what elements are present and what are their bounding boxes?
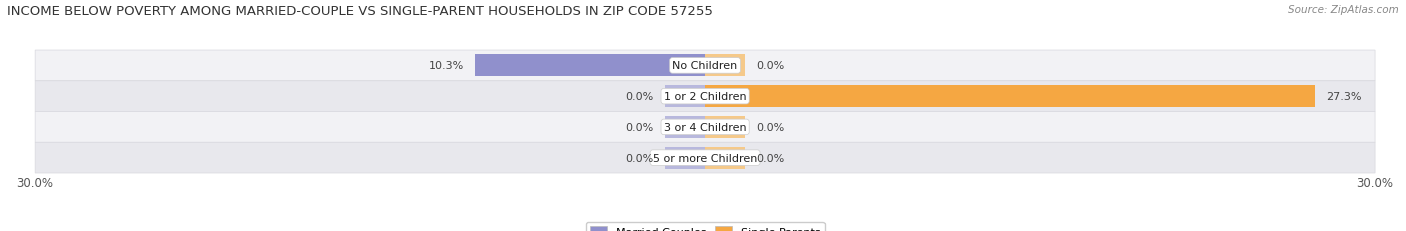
Text: 0.0%: 0.0% — [756, 61, 785, 71]
Text: Source: ZipAtlas.com: Source: ZipAtlas.com — [1288, 5, 1399, 15]
Text: 0.0%: 0.0% — [756, 122, 785, 132]
FancyBboxPatch shape — [35, 143, 1375, 173]
Bar — [704, 116, 745, 138]
Text: 27.3%: 27.3% — [1326, 92, 1361, 102]
Text: 0.0%: 0.0% — [756, 153, 785, 163]
Bar — [665, 116, 704, 138]
Text: 5 or more Children: 5 or more Children — [652, 153, 758, 163]
FancyBboxPatch shape — [35, 82, 1375, 112]
FancyBboxPatch shape — [35, 112, 1375, 143]
Legend: Married Couples, Single Parents: Married Couples, Single Parents — [586, 222, 824, 231]
Bar — [475, 55, 704, 77]
Bar — [704, 147, 745, 169]
Text: 1 or 2 Children: 1 or 2 Children — [664, 92, 747, 102]
Text: 0.0%: 0.0% — [626, 92, 654, 102]
FancyBboxPatch shape — [35, 51, 1375, 82]
Bar — [704, 55, 745, 77]
Text: No Children: No Children — [672, 61, 738, 71]
Text: 0.0%: 0.0% — [626, 153, 654, 163]
Text: 3 or 4 Children: 3 or 4 Children — [664, 122, 747, 132]
Bar — [704, 86, 1315, 108]
Bar — [665, 147, 704, 169]
Text: 0.0%: 0.0% — [626, 122, 654, 132]
Bar — [665, 86, 704, 108]
Text: 10.3%: 10.3% — [429, 61, 464, 71]
Text: INCOME BELOW POVERTY AMONG MARRIED-COUPLE VS SINGLE-PARENT HOUSEHOLDS IN ZIP COD: INCOME BELOW POVERTY AMONG MARRIED-COUPL… — [7, 5, 713, 18]
